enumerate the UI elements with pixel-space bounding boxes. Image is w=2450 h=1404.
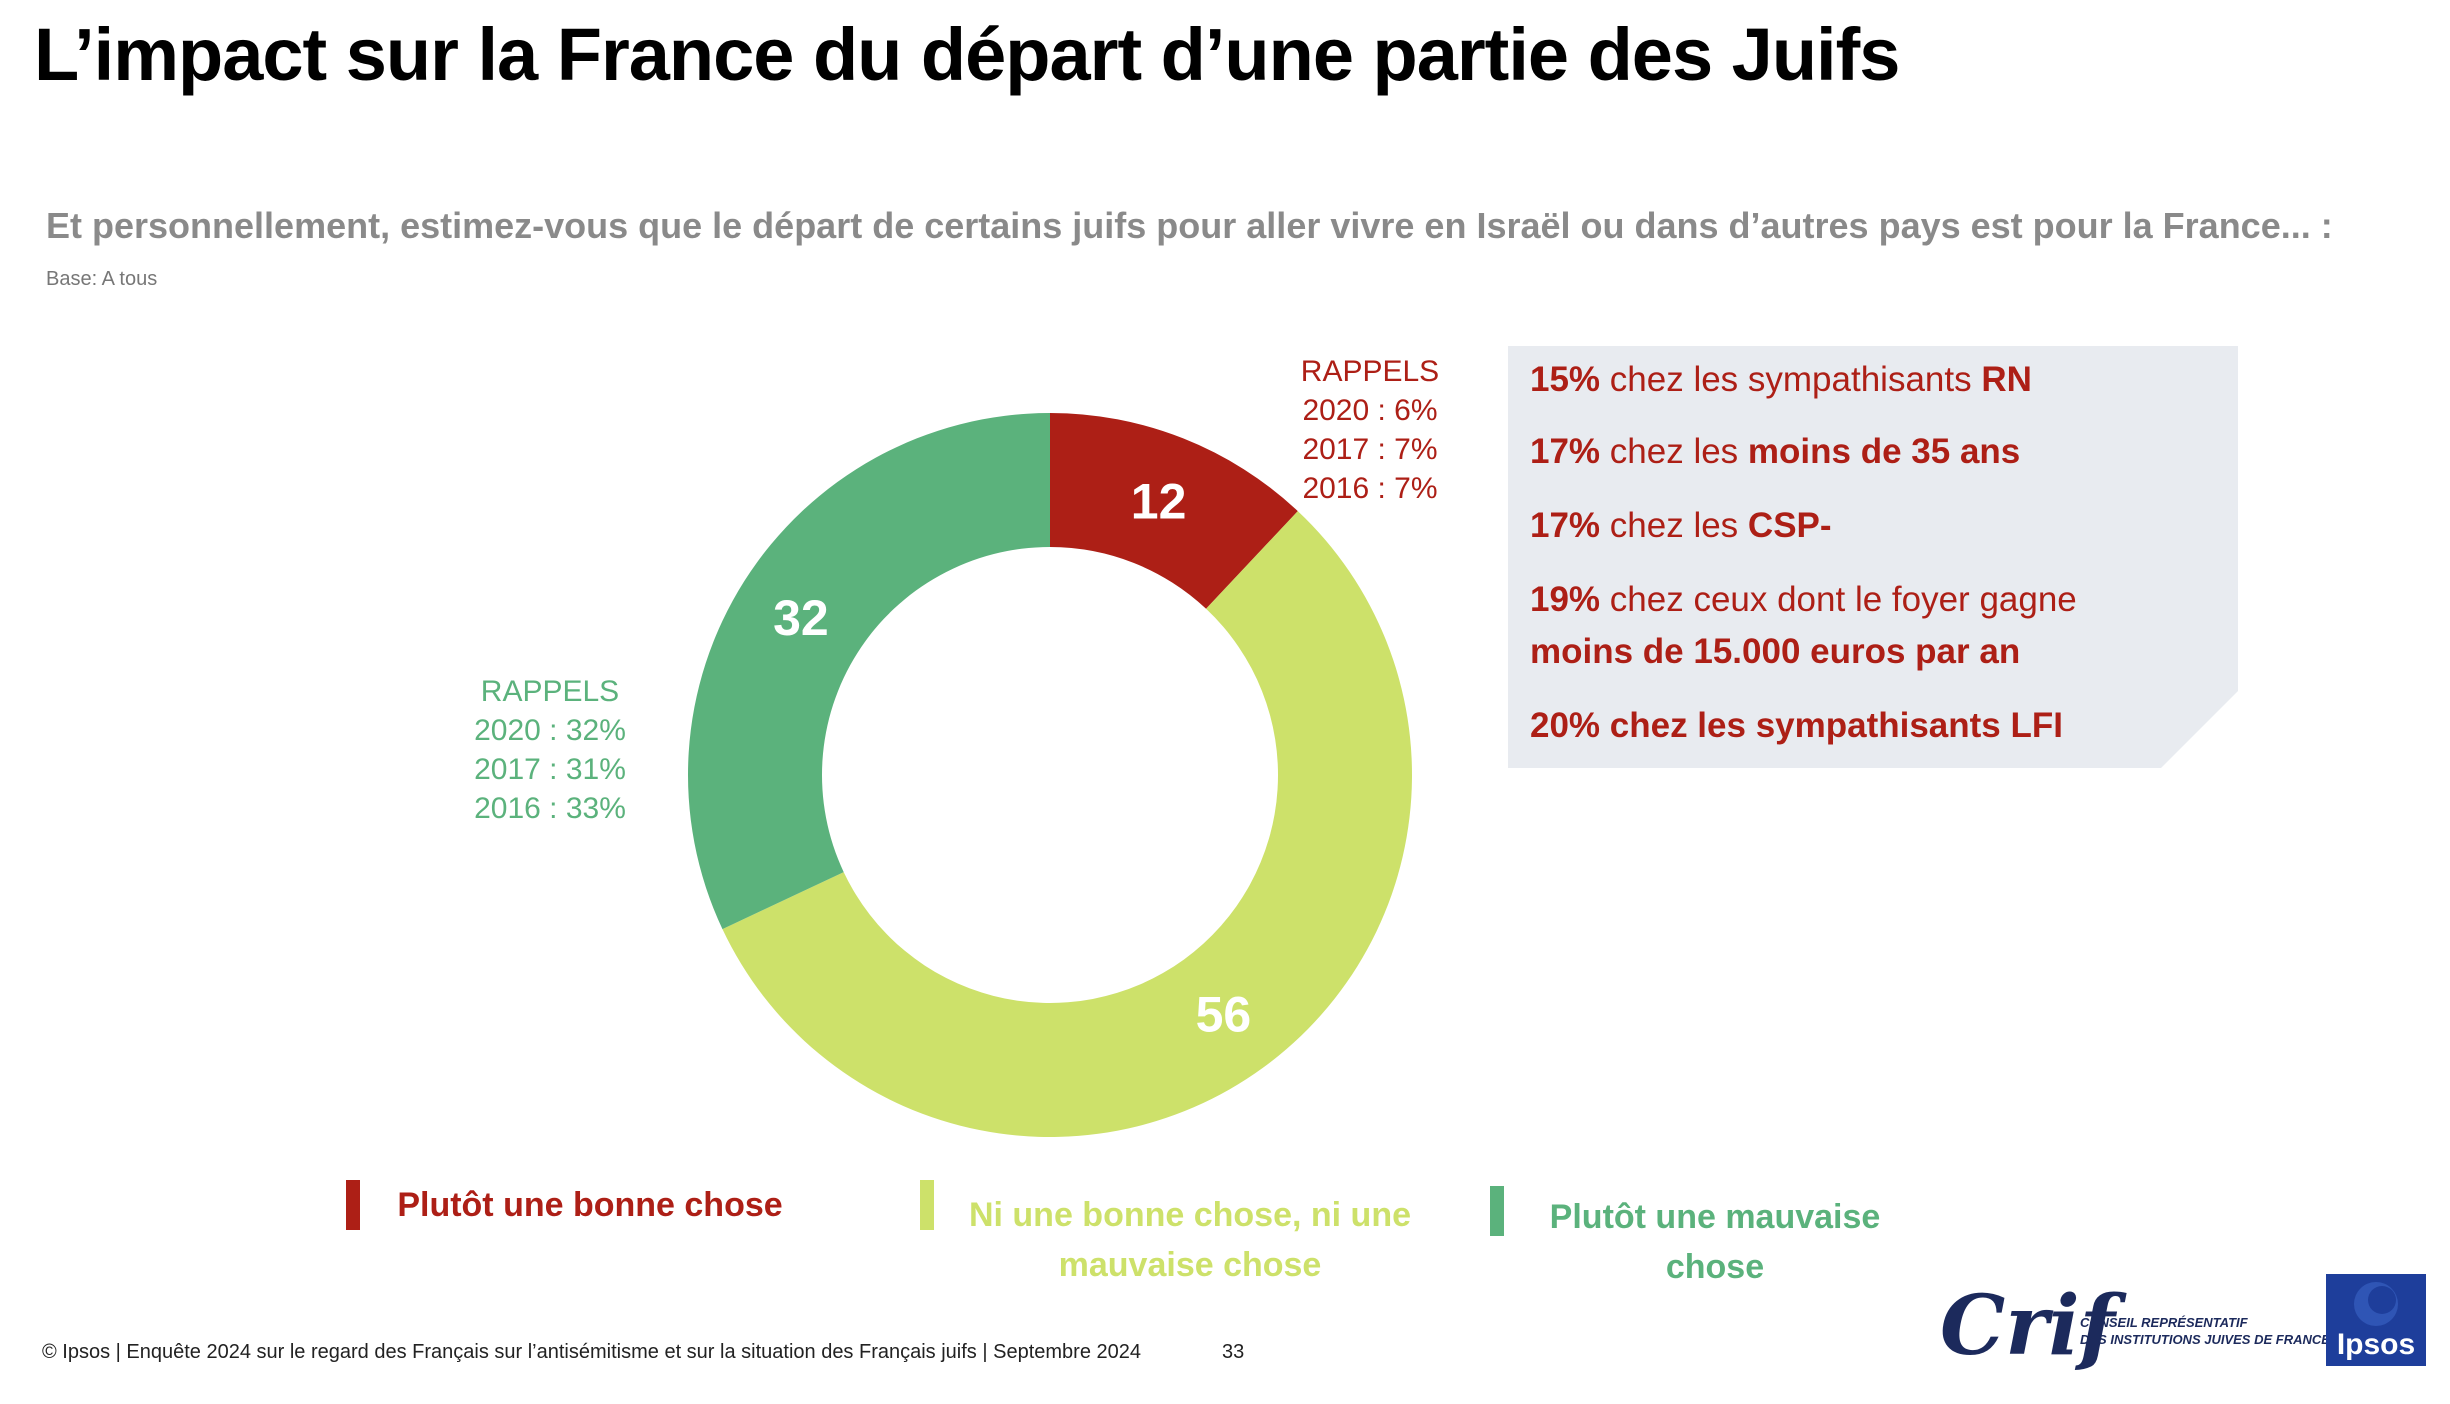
base-note: Base: A tous — [46, 268, 158, 290]
data-label-bonne: 12 — [1131, 474, 1187, 530]
rappels-green-2017: 2017 : 31% — [474, 753, 626, 786]
rappels-red-heading: RAPPELS — [1300, 355, 1440, 388]
donut-slice-mauvaise — [688, 413, 1050, 930]
legend-swatch-neutre — [920, 1180, 934, 1230]
rappels-red-2016: 2016 : 7% — [1302, 472, 1438, 505]
callout-line-income-2: moins de 15.000 euros par an — [1530, 632, 2021, 671]
callout-line-income: 19% chez ceux dont le foyer gagne — [1530, 580, 2077, 619]
data-label-mauvaise: 32 — [773, 590, 829, 646]
rappels-red-2017: 2017 : 7% — [1302, 433, 1438, 466]
survey-question: Et personnellement, estimez-vous que le … — [46, 205, 2333, 246]
callout-line-rn: 15% chez les sympathisants RN — [1530, 360, 2032, 399]
rappels-red: RAPPELS 2020 : 6% 2017 : 7% 2016 : 7% — [1290, 352, 1450, 508]
footer-text: © Ipsos | Enquête 2024 sur le regard des… — [42, 1341, 1141, 1363]
legend-swatch-mauvaise — [1490, 1186, 1504, 1236]
legend-label-neutre: Ni une bonne chose, ni une mauvaise chos… — [968, 1196, 1412, 1284]
crif-tagline: CONSEIL REPRÉSENTATIF DES INSTITUTIONS J… — [2080, 1315, 2330, 1347]
legend-swatch-bonne — [346, 1180, 360, 1230]
donut-slice-neutre — [722, 511, 1413, 1138]
legend-label-bonne: Plutôt une bonne chose — [397, 1186, 783, 1224]
donut-slice-bonne — [1050, 413, 1298, 609]
crif-wordmark: Crif — [1940, 1278, 2115, 1374]
rappels-green-2016: 2016 : 33% — [474, 792, 626, 825]
rappels-red-2020: 2020 : 6% — [1302, 394, 1438, 427]
ipsos-head-icon — [2354, 1282, 2398, 1326]
ipsos-wordmark: Ipsos — [2336, 1328, 2416, 1361]
callout-line-lfi: 20% chez les sympathisants LFI — [1530, 706, 2063, 745]
callout-background — [1508, 346, 2238, 768]
rappels-green: RAPPELS 2020 : 32% 2017 : 31% 2016 : 33% — [440, 672, 660, 828]
callout-line-csp: 17% chez les CSP- — [1530, 506, 1832, 545]
callout-line-age: 17% chez les moins de 35 ans — [1530, 432, 2021, 471]
rappels-green-2020: 2020 : 32% — [474, 714, 626, 747]
rappels-green-heading: RAPPELS — [480, 675, 620, 708]
page-title: L’impact sur la France du départ d’une p… — [34, 13, 1900, 96]
data-label-neutre: 56 — [1196, 987, 1252, 1043]
ipsos-logo: Ipsos — [2326, 1274, 2426, 1366]
legend-label-mauvaise: Plutôt une mauvaise chose — [1549, 1198, 1881, 1286]
page-number: 33 — [1222, 1341, 1245, 1363]
callout-box: 15% chez les sympathisants RN 17% chez l… — [1508, 346, 2238, 768]
